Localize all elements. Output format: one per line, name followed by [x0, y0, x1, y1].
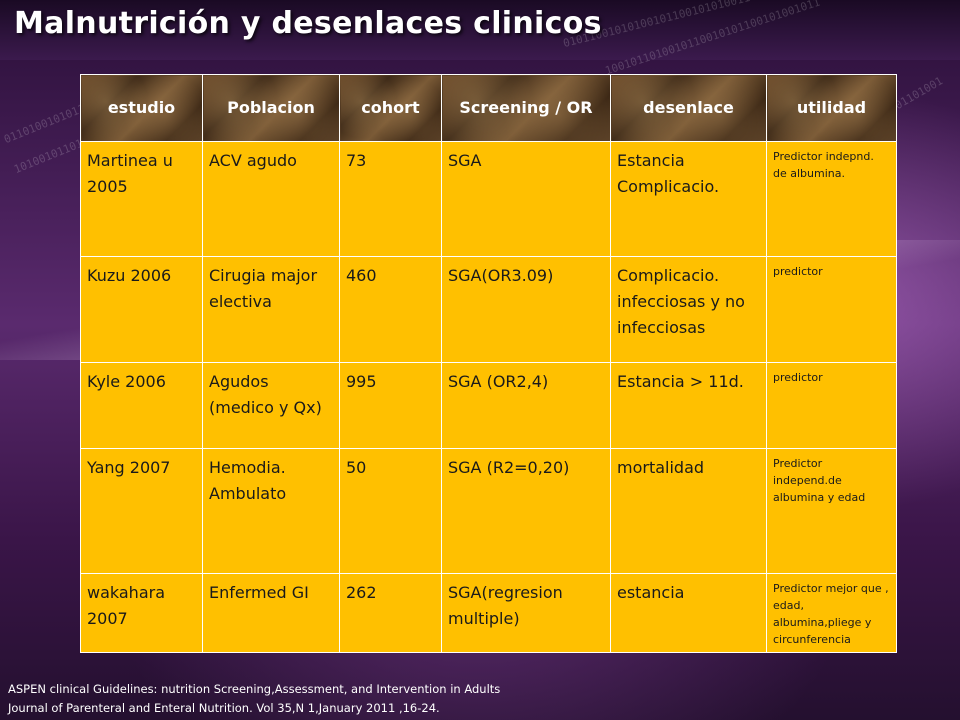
cell-cohort: 460: [339, 256, 442, 363]
cell-poblacion: Enfermed GI: [202, 573, 340, 653]
citation-line-2: Journal of Parenteral and Enteral Nutrit…: [8, 701, 440, 715]
citation: ASPEN clinical Guidelines: nutrition Scr…: [8, 680, 500, 718]
table-row: Yang 2007 Hemodia. Ambulato 50 SGA (R2=0…: [80, 448, 897, 574]
header-desenlace: desenlace: [610, 74, 767, 142]
cell-poblacion: Agudos (medico y Qx): [202, 362, 340, 449]
header-cohort: cohort: [339, 74, 442, 142]
table-row: Kyle 2006 Agudos (medico y Qx) 995 SGA (…: [80, 362, 897, 449]
header-poblacion: Poblacion: [202, 74, 340, 142]
cell-poblacion: ACV agudo: [202, 141, 340, 257]
cell-cohort: 50: [339, 448, 442, 574]
citation-line-1: ASPEN clinical Guidelines: nutrition Scr…: [8, 682, 501, 696]
cell-utilidad: predictor: [766, 256, 897, 363]
cell-utilidad: predictor: [766, 362, 897, 449]
cell-screening: SGA(OR3.09): [441, 256, 611, 363]
header-estudio: estudio: [80, 74, 203, 142]
cell-desenlace: estancia: [610, 573, 767, 653]
cell-desenlace: mortalidad: [610, 448, 767, 574]
header-row: estudio Poblacion cohort Screening / OR …: [80, 74, 897, 142]
cell-desenlace: Estancia > 11d.: [610, 362, 767, 449]
cell-cohort: 995: [339, 362, 442, 449]
cell-desenlace: Estancia Complicacio.: [610, 141, 767, 257]
header-screening: Screening / OR: [441, 74, 611, 142]
table-row: Martinea u 2005 ACV agudo 73 SGA Estanci…: [80, 141, 897, 257]
cell-estudio: Martinea u 2005: [80, 141, 203, 257]
slide-title: Malnutrición y desenlaces clinicos: [14, 6, 602, 41]
cell-utilidad: Predictor independ.de albumina y edad: [766, 448, 897, 574]
cell-poblacion: Hemodia. Ambulato: [202, 448, 340, 574]
cell-utilidad: Predictor indepnd. de albumina.: [766, 141, 897, 257]
study-table: estudio Poblacion cohort Screening / OR …: [80, 74, 897, 653]
cell-estudio: Kuzu 2006: [80, 256, 203, 363]
cell-screening: SGA (OR2,4): [441, 362, 611, 449]
header-utilidad: utilidad: [766, 74, 897, 142]
cell-utilidad: Predictor mejor que , edad, albumina,pli…: [766, 573, 897, 653]
cell-screening: SGA: [441, 141, 611, 257]
title-band: [0, 0, 960, 60]
cell-screening: SGA (R2=0,20): [441, 448, 611, 574]
cell-screening: SGA(regresion multiple): [441, 573, 611, 653]
cell-poblacion: Cirugia major electiva: [202, 256, 340, 363]
cell-desenlace: Complicacio. infecciosas y no infecciosa…: [610, 256, 767, 363]
cell-estudio: Kyle 2006: [80, 362, 203, 449]
cell-cohort: 73: [339, 141, 442, 257]
table-row: wakahara 2007 Enfermed GI 262 SGA(regres…: [80, 573, 897, 653]
cell-cohort: 262: [339, 573, 442, 653]
table-row: Kuzu 2006 Cirugia major electiva 460 SGA…: [80, 256, 897, 363]
cell-estudio: Yang 2007: [80, 448, 203, 574]
cell-estudio: wakahara 2007: [80, 573, 203, 653]
